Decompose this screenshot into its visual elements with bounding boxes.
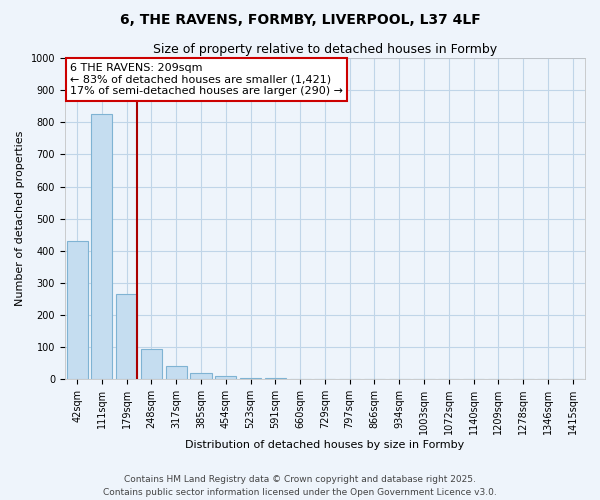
- Bar: [265, 378, 286, 379]
- X-axis label: Distribution of detached houses by size in Formby: Distribution of detached houses by size …: [185, 440, 464, 450]
- Bar: [141, 348, 162, 379]
- Title: Size of property relative to detached houses in Formby: Size of property relative to detached ho…: [153, 42, 497, 56]
- Bar: [116, 294, 137, 379]
- Bar: [240, 378, 261, 379]
- Bar: [562, 378, 583, 379]
- Bar: [67, 241, 88, 379]
- Text: 6, THE RAVENS, FORMBY, LIVERPOOL, L37 4LF: 6, THE RAVENS, FORMBY, LIVERPOOL, L37 4L…: [119, 12, 481, 26]
- Text: 6 THE RAVENS: 209sqm
← 83% of detached houses are smaller (1,421)
17% of semi-de: 6 THE RAVENS: 209sqm ← 83% of detached h…: [70, 63, 343, 96]
- Bar: [190, 374, 212, 379]
- Bar: [91, 114, 112, 379]
- Y-axis label: Number of detached properties: Number of detached properties: [15, 131, 25, 306]
- Text: Contains HM Land Registry data © Crown copyright and database right 2025.
Contai: Contains HM Land Registry data © Crown c…: [103, 476, 497, 497]
- Bar: [290, 378, 311, 379]
- Bar: [215, 376, 236, 379]
- Bar: [166, 366, 187, 379]
